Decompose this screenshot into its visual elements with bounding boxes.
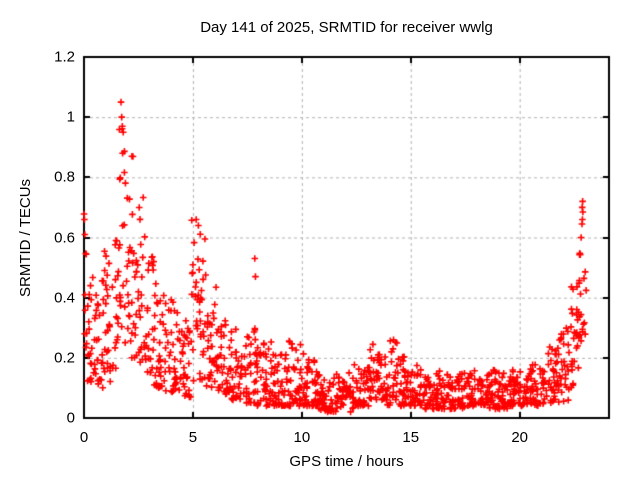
y-tick-label: 1 [66,108,75,126]
y-tick-label: 0 [66,409,75,427]
y-tick-label: 0.8 [54,168,75,186]
x-tick-label: 10 [293,429,311,446]
y-tick-label: 0.4 [54,289,75,307]
chart-title: Day 141 of 2025, SRMTID for receiver wwl… [200,19,493,36]
y-tick-label: 0.6 [54,229,75,246]
y-tick-label: 1.2 [54,48,75,66]
x-tick-label: 20 [511,429,529,446]
y-tick-label: 0.2 [54,349,75,367]
x-tick-label: 5 [188,429,198,446]
x-axis-label: GPS time / hours [289,453,404,470]
x-tick-label: 0 [79,429,89,446]
x-tick-label: 15 [402,429,420,446]
